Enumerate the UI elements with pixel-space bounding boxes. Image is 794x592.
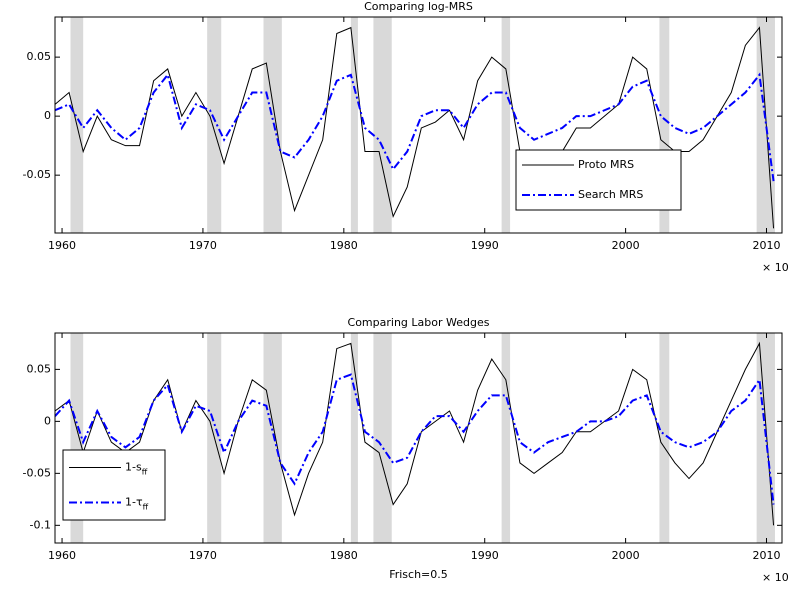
recession-band xyxy=(373,17,392,233)
legend-name: Proto MRS xyxy=(578,158,634,171)
x-tick-label: 1970 xyxy=(189,549,217,562)
series-line xyxy=(55,373,775,505)
legend-label: 1-τff xyxy=(125,496,149,512)
legend-label: Search MRS xyxy=(578,188,643,201)
legend-name: Search MRS xyxy=(578,188,643,201)
plot-frame xyxy=(54,16,783,234)
recession-band xyxy=(350,17,358,233)
x-exponent-label: × 10 xyxy=(762,571,789,584)
x-tick-label: 2000 xyxy=(612,239,640,252)
legend-box xyxy=(515,149,682,211)
series-line xyxy=(55,26,775,229)
recession-band xyxy=(373,333,392,543)
x-exponent-label: × 10 xyxy=(762,261,789,274)
chart-title: Comparing Labor Wedges xyxy=(348,316,490,329)
recession-band xyxy=(350,333,358,543)
x-tick-label: 1980 xyxy=(330,239,358,252)
y-tick-label: 0 xyxy=(44,414,51,427)
y-tick-label: -0.05 xyxy=(23,168,51,181)
y-tick-label: 0.05 xyxy=(27,50,52,63)
x-tick-label: 1970 xyxy=(189,239,217,252)
legend-subscript: ff xyxy=(142,467,148,476)
recession-band xyxy=(501,333,511,543)
y-tick-label: -0.1 xyxy=(30,518,51,531)
x-tick-label: 1980 xyxy=(330,549,358,562)
y-tick-label: -0.05 xyxy=(23,466,51,479)
recession-band xyxy=(501,17,511,233)
y-tick-label: 0 xyxy=(44,109,51,122)
legend-name: 1-τ xyxy=(125,496,143,509)
plot-frame xyxy=(54,332,783,544)
legend-subscript: ff xyxy=(143,502,149,511)
legend-box xyxy=(62,449,166,521)
x-tick-label: 2000 xyxy=(612,549,640,562)
x-tick-label: 1960 xyxy=(48,239,76,252)
recession-band xyxy=(659,333,670,543)
legend-label: Proto MRS xyxy=(578,158,634,171)
legend-label: 1-sff xyxy=(125,461,148,477)
x-tick-label: 1990 xyxy=(471,239,499,252)
recession-band xyxy=(659,17,670,233)
recession-band xyxy=(207,17,222,233)
x-tick-label: 1990 xyxy=(471,549,499,562)
x-tick-label: 1960 xyxy=(48,549,76,562)
y-tick-label: 0.05 xyxy=(27,362,52,375)
recession-band xyxy=(263,333,282,543)
x-tick-label: 2010 xyxy=(753,549,781,562)
series-line xyxy=(55,72,775,182)
x-tick-label: 2010 xyxy=(753,239,781,252)
recession-band xyxy=(263,17,282,233)
legend-name: 1-s xyxy=(125,461,142,474)
chart-title: Comparing log-MRS xyxy=(364,0,473,13)
x-axis-label: Frisch=0.5 xyxy=(389,568,448,581)
